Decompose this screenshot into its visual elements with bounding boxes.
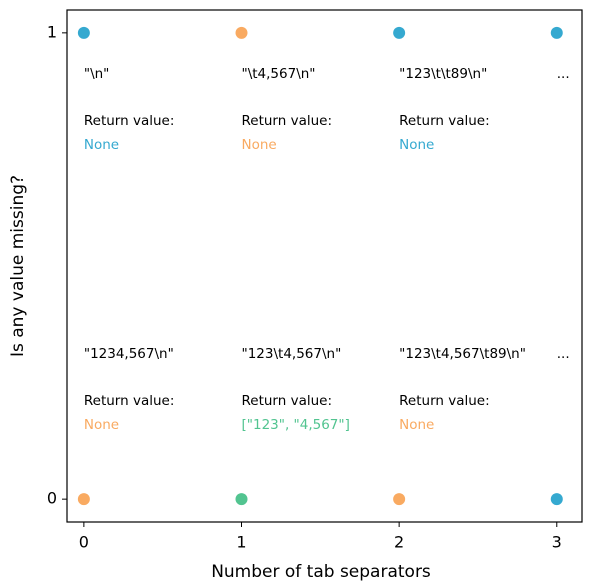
x-tick-label: 2 xyxy=(394,533,404,552)
point xyxy=(550,493,563,506)
annotation-return-value: ["123", "4,567"] xyxy=(242,417,350,433)
annotation-return-label: Return value: xyxy=(242,113,333,129)
point xyxy=(393,493,406,506)
annotation-input: ... xyxy=(557,346,570,362)
annotation-return-label: Return value: xyxy=(399,393,490,409)
point xyxy=(235,26,248,39)
x-tick-label: 0 xyxy=(79,533,89,552)
annotation-input: "123\t4,567\n" xyxy=(242,346,342,362)
x-tick-label: 3 xyxy=(552,533,562,552)
annotation-input: "123\t\t89\n" xyxy=(399,66,487,82)
annotation-input: "\t4,567\n" xyxy=(242,66,316,82)
annotation-return-label: Return value: xyxy=(399,113,490,129)
point xyxy=(550,26,563,39)
annotation-return-value: None xyxy=(242,137,277,153)
annotation-input: "1234,567\n" xyxy=(84,346,174,362)
annotation-return-value: None xyxy=(399,137,434,153)
y-axis-label: Is any value missing? xyxy=(8,175,28,357)
x-tick-label: 1 xyxy=(236,533,246,552)
point xyxy=(77,493,90,506)
x-axis-label: Number of tab separators xyxy=(211,562,431,582)
y-tick-label: 1 xyxy=(47,22,57,41)
annotation-return-value: None xyxy=(84,417,119,433)
annotation-return-label: Return value: xyxy=(242,393,333,409)
annotation-input: "\n" xyxy=(84,66,110,82)
annotation-input: "123\t4,567\t89\n" xyxy=(399,346,526,362)
point xyxy=(77,26,90,39)
annotation-return-value: None xyxy=(399,417,434,433)
y-tick-label: 0 xyxy=(47,489,57,508)
annotation-return-label: Return value: xyxy=(84,393,175,409)
annotation-return-value: None xyxy=(84,137,119,153)
point xyxy=(393,26,406,39)
annotation-return-label: Return value: xyxy=(84,113,175,129)
plot-frame xyxy=(66,9,583,523)
point xyxy=(235,493,248,506)
annotation-input: ... xyxy=(557,66,570,82)
